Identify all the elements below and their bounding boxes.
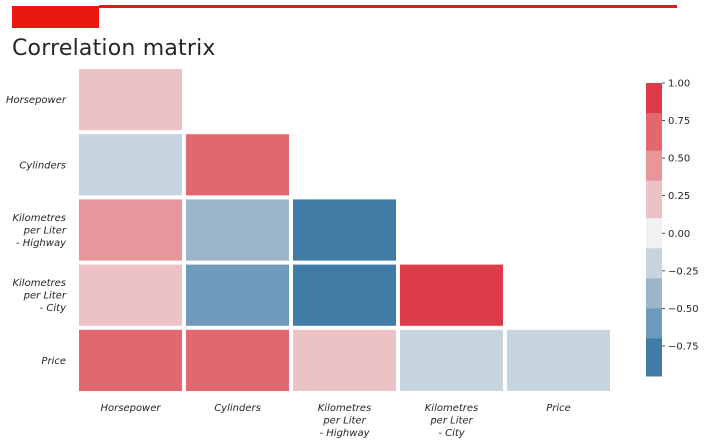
heatmap-cell-3-2 — [293, 264, 396, 326]
heatmap-cell-3-3 — [400, 264, 503, 326]
heatmap-cell-4-4 — [507, 329, 610, 391]
heatmap-cells — [79, 69, 610, 391]
heatmap-cell-4-0 — [79, 329, 182, 391]
colorbar-bin-1 — [646, 113, 662, 152]
x-tick-label: Cylinders — [214, 403, 261, 414]
accent-rule — [99, 5, 677, 8]
x-axis-labels: Horsepower Cylinders Kilometres per Liter - … — [100, 403, 570, 439]
colorbar-bin-5 — [646, 248, 662, 279]
heatmap-cell-0-0 — [79, 69, 182, 131]
heatmap-cell-1-1 — [186, 134, 289, 196]
heatmap-cell-4-2 — [293, 329, 396, 391]
y-tick-label: Price — [41, 356, 66, 367]
colorbar-bin-7 — [646, 308, 662, 339]
colorbar-tick-label: −0.25 — [668, 266, 699, 277]
colorbar-bin-0 — [646, 83, 662, 114]
colorbar-tick-label: 0.25 — [668, 191, 690, 202]
colorbar-tick-label: 0.00 — [668, 229, 690, 240]
heatmap-cell-4-1 — [186, 329, 289, 391]
colorbar-tick-label: −0.50 — [668, 304, 699, 315]
heatmap-cell-3-1 — [186, 264, 289, 326]
colorbar-tick-label: 1.00 — [668, 79, 690, 90]
colorbar-bin-8 — [646, 338, 662, 377]
colorbar-tick-label: −0.75 — [668, 341, 699, 352]
heatmap-cell-2-0 — [79, 199, 182, 261]
y-tick-label: Kilometres per Liter - Highway — [12, 213, 67, 249]
chart-title: Correlation matrix — [12, 36, 216, 61]
colorbar-bin-2 — [646, 150, 662, 182]
y-axis-labels: Horsepower Cylinders Kilometres per Liter - … — [6, 95, 67, 367]
x-tick-label: Kilometres per Liter - Highway — [318, 403, 372, 439]
y-tick-label: Horsepower — [6, 95, 67, 106]
colorbar-tick-label: 0.50 — [668, 154, 690, 165]
y-tick-label: Cylinders — [19, 160, 66, 171]
x-tick-label: Horsepower — [100, 403, 161, 414]
y-tick-label: Kilometres per Liter - City — [12, 278, 67, 314]
x-tick-label: Kilometres per Liter - City — [425, 403, 479, 439]
heatmap-cell-1-0 — [79, 134, 182, 196]
heatmap-cell-2-1 — [186, 199, 289, 261]
colorbar-bin-4 — [646, 218, 662, 249]
accent-block — [12, 6, 99, 28]
x-tick-label: Price — [546, 403, 571, 414]
colorbar: 1.00 0.75 0.50 0.25 0.00 −0.25 −0.50 −0.75 — [646, 79, 699, 377]
colorbar-tick-label: 0.75 — [668, 116, 690, 127]
colorbar-bin-6 — [646, 278, 662, 309]
colorbar-bin-3 — [646, 180, 662, 219]
heatmap-cell-4-3 — [400, 329, 503, 391]
heatmap-cell-2-2 — [293, 199, 396, 261]
heatmap-cell-3-0 — [79, 264, 182, 326]
